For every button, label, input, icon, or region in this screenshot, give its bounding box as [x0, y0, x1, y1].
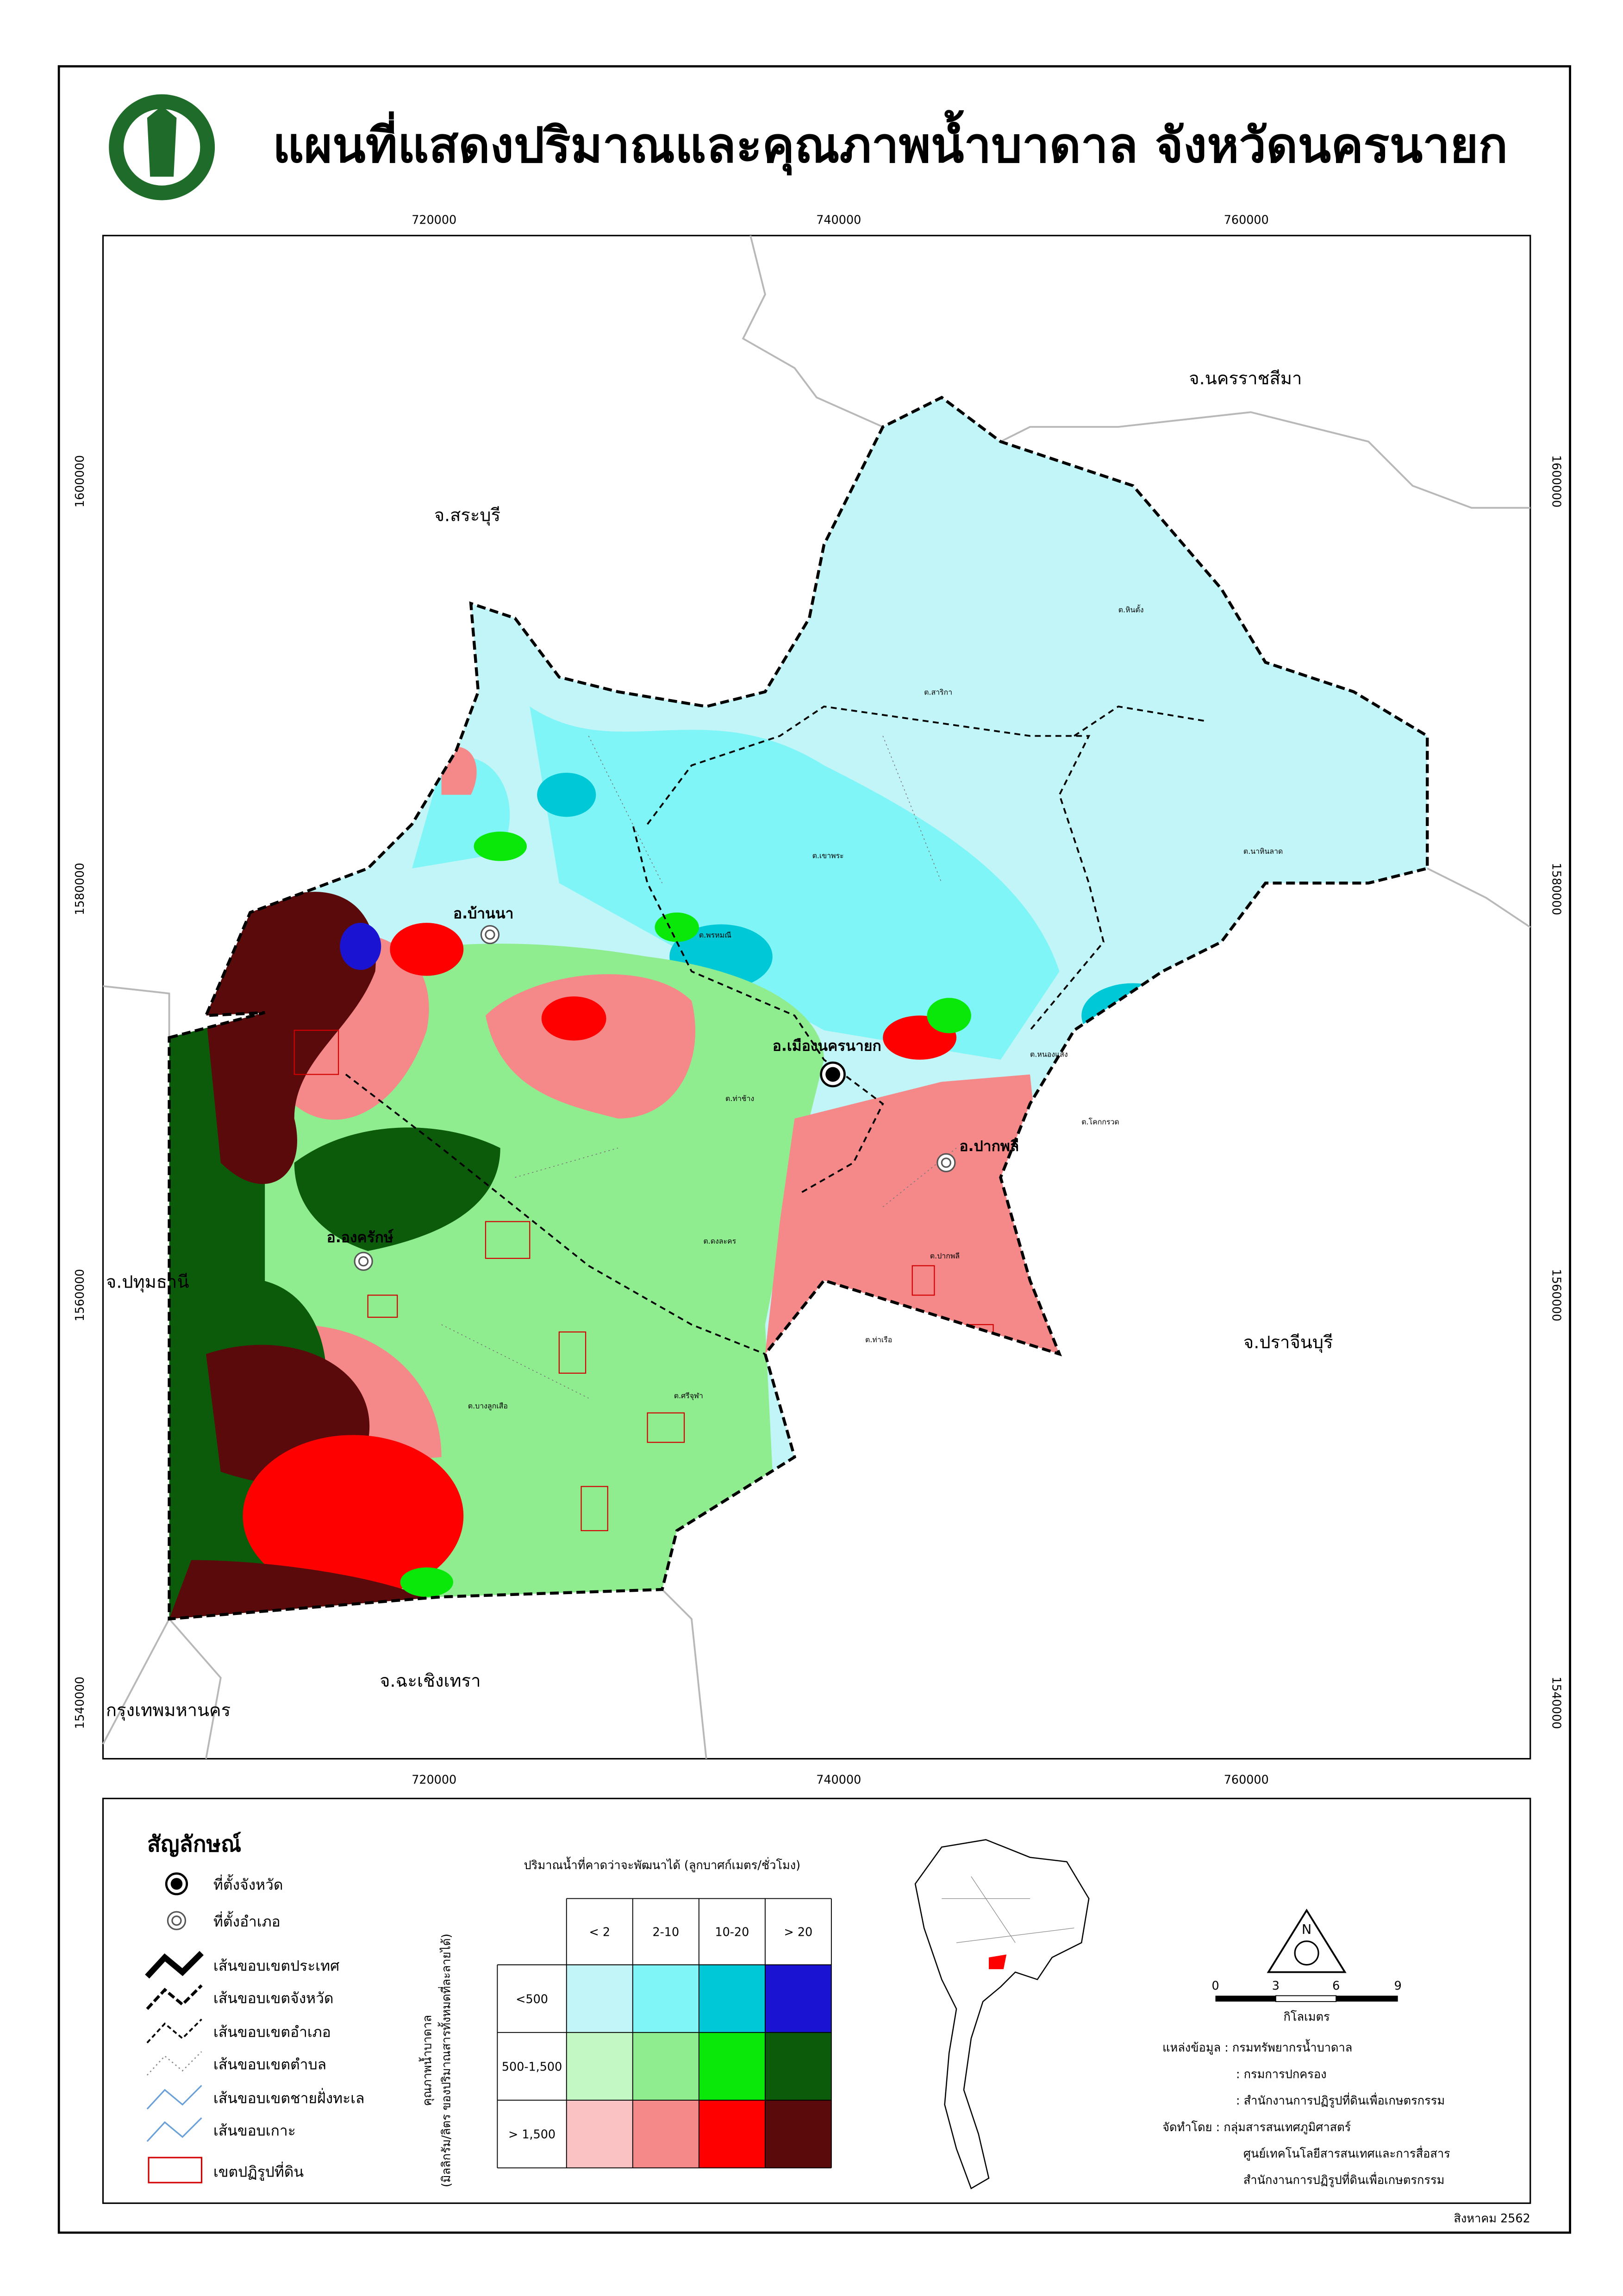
matrix-cell: [765, 2100, 831, 2168]
matrix-cell: [566, 1964, 633, 2033]
legend-label: เส้นขอบเกาะ: [213, 2122, 296, 2139]
scale-bar: 0 3 6 9 กิโลเมตร: [1211, 1979, 1401, 2024]
district-labels: อ.บ้านนา อ.เมืองนครนายก อ.ปากพลี อ.องครั…: [327, 906, 1019, 1246]
matrix-cell: [632, 2100, 699, 2168]
matrix-axis-label: คุณภาพน้ำบาดาล: [418, 2015, 434, 2106]
credit-line: : สำนักงานการปฏิรูปที่ดินเพื่อเกษตรกรรม: [1236, 2093, 1445, 2108]
credit-line: : กรมการปกครอง: [1236, 2067, 1327, 2081]
district-markers: [354, 925, 956, 1271]
coordinates: 720000 740000 760000 720000 740000 76000…: [73, 213, 1563, 1786]
matrix-column-label: 10-20: [715, 1925, 749, 1939]
province-label: จ.ฉะเชิงเทรา: [380, 1670, 481, 1691]
boundaries: [168, 395, 1429, 1621]
coord-y-left: 1600000: [73, 455, 87, 507]
matrix-row-label: > 1,500: [508, 2127, 556, 2141]
subdistrict-label: ต.ปากพลี: [930, 1251, 960, 1260]
title: แผนที่แสดงปริมาณและคุณภาพน้ำบาดาล จังหวั…: [273, 110, 1508, 175]
subdistrict-label: ต.ท่าช้าง: [725, 1094, 754, 1103]
subdistrict-label: ต.โคกกรวด: [1081, 1118, 1119, 1126]
quality-quantity-matrix: ปริมาณน้ำที่คาดว่าจะพัฒนาได้ (ลูกบาศก์เม…: [418, 1857, 832, 2187]
legend-label: ที่ตั้งจังหวัด: [213, 1874, 283, 1894]
matrix-column-label: 2-10: [652, 1925, 679, 1939]
coord-x-top: 760000: [1224, 213, 1269, 226]
coord-y-right: 1580000: [1549, 863, 1563, 915]
matrix-cell: [765, 1964, 831, 2033]
subdistrict-label: ต.บางลูกเสือ: [468, 1401, 508, 1411]
subdistrict-label: ต.ศรีจุฬา: [674, 1391, 703, 1401]
matrix-cell: [699, 2100, 765, 2168]
province-label: กรุงเทพมหานคร: [106, 1700, 231, 1720]
legend-label: เส้นขอบเขตตำบล: [213, 2056, 326, 2073]
province-label: จ.สระบุรี: [434, 505, 500, 526]
matrix-cell: [566, 2100, 633, 2168]
district-label: อ.ปากพลี: [959, 1138, 1019, 1155]
legend-label: เส้นขอบเขตชายฝั่งทะเล: [213, 2088, 365, 2107]
matrix-axis-unit: (มิลลิกรัม/ลิตร ของปริมาณสารทั้งหมดที่ละ…: [438, 1933, 453, 2187]
coord-x-top: 720000: [412, 213, 456, 226]
province-label: จ.ปราจีนบุรี: [1243, 1332, 1333, 1353]
scale-tick: 3: [1272, 1979, 1280, 1993]
province-labels: จ.สระบุรี จ.นครราชสีมา จ.ปทุมธานี จ.ปราจ…: [106, 368, 1333, 1721]
scale-tick: 9: [1394, 1979, 1402, 1993]
coord-y-right: 1560000: [1549, 1269, 1563, 1321]
matrix-column-label: < 2: [589, 1925, 611, 1939]
coord-y-left: 1560000: [73, 1269, 87, 1321]
matrix-row-label: 500-1,500: [502, 2059, 562, 2073]
credit-line: จัดทำโดย : กลุ่มสารสนเทศภูมิศาสตร์: [1162, 2120, 1351, 2134]
subdistrict-label: ต.หินตั้ง: [1118, 604, 1144, 614]
matrix-title: ปริมาณน้ำที่คาดว่าจะพัฒนาได้ (ลูกบาศก์เม…: [524, 1857, 800, 1872]
district-label: อ.เมืองนครนายก: [773, 1038, 881, 1055]
matrix-cell: [632, 1964, 699, 2033]
svg-text:N: N: [1302, 1921, 1311, 1937]
logo: [109, 94, 215, 200]
legend-title: สัญลักษณ์: [147, 1832, 241, 1857]
legend-symbols: [145, 1872, 204, 2183]
thailand-inset: [914, 1839, 1090, 2190]
coord-x-bottom: 720000: [412, 1773, 456, 1787]
province-label: จ.นครราชสีมา: [1189, 368, 1302, 388]
matrix-cell: [765, 2032, 831, 2101]
matrix-cell: [699, 2032, 765, 2101]
neighbour-boundaries: [102, 235, 1531, 1759]
legend-label: เส้นขอบเขตอำเภอ: [213, 2024, 331, 2040]
matrix-cell: [566, 2032, 633, 2101]
matrix-cell: [699, 1964, 765, 2033]
legend-label: เขตปฏิรูปที่ดิน: [213, 2161, 304, 2181]
district-label: อ.บ้านนา: [453, 906, 513, 922]
credits: แหล่งข้อมูล : กรมทรัพยากรน้ำบาดาล : กรมก…: [1162, 2039, 1450, 2187]
scale-tick: 0: [1211, 1979, 1219, 1993]
credit-line: ศูนย์เทคโนโลยีสารสนเทศและการสื่อสาร: [1243, 2146, 1450, 2161]
province-label: จ.ปทุมธานี: [106, 1271, 189, 1292]
subdistrict-label: ต.หนองแสง: [1030, 1050, 1068, 1058]
coord-y-left: 1580000: [73, 863, 87, 915]
coord-x-top: 740000: [816, 213, 861, 226]
coord-y-right: 1600000: [1549, 455, 1563, 507]
coord-y-right: 1540000: [1549, 1677, 1563, 1729]
matrix-column-label: > 20: [784, 1925, 813, 1939]
subdistrict-label: ต.ดงละคร: [703, 1237, 736, 1245]
matrix-row-label: <500: [516, 1992, 548, 2006]
legend-label: เส้นขอบเขตประเทศ: [213, 1958, 339, 1974]
matrix-cell: [632, 2032, 699, 2101]
scale-unit: กิโลเมตร: [1284, 2009, 1330, 2023]
district-label: อ.องครักษ์: [327, 1229, 394, 1246]
subdistrict-label: ต.ท่าเรือ: [865, 1335, 892, 1344]
subdistrict-label: ต.นาหินลาด: [1243, 847, 1283, 856]
credit-line: แหล่งข้อมูล : กรมทรัพยากรน้ำบาดาล: [1162, 2039, 1352, 2055]
legend-label: เส้นขอบเขตจังหวัด: [213, 1990, 334, 2007]
date: สิงหาคม 2562: [1454, 2211, 1530, 2225]
subdistrict-label: ต.สาริกา: [924, 688, 952, 696]
legend-label: ที่ตั้งอำเภอ: [213, 1911, 281, 1930]
credit-line: สำนักงานการปฏิรูปที่ดินเพื่อเกษตรกรรม: [1243, 2172, 1445, 2187]
subdistrict-label: ต.พรหมณี: [699, 931, 731, 939]
coord-y-left: 1540000: [73, 1677, 87, 1729]
scale-tick: 6: [1332, 1979, 1340, 1993]
subdistrict-label: ต.เขาพระ: [812, 851, 844, 860]
coord-x-bottom: 740000: [816, 1773, 861, 1787]
legend-symbol-labels: ที่ตั้งจังหวัด ที่ตั้งอำเภอ เส้นขอบเขตปร…: [213, 1874, 365, 2181]
subdistrict-labels: ต.หินตั้ง ต.สาริกา ต.เขาพระ ต.นาหินลาด ต…: [468, 604, 1283, 1411]
coord-x-bottom: 760000: [1224, 1773, 1269, 1787]
north-arrow: N: [1267, 1908, 1347, 1973]
